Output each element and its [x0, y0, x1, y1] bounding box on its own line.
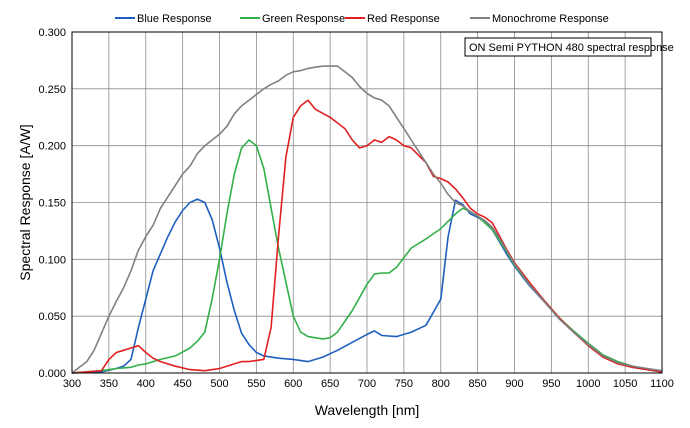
series-line-monochrome-response: [71, 65, 663, 374]
y-tick-label: 0.200: [38, 141, 66, 153]
y-tick-label: 0.000: [38, 368, 66, 380]
y-tick-label: 0.300: [38, 27, 66, 39]
x-tick-label: 1000: [576, 378, 600, 390]
series-line-red-response: [71, 99, 663, 374]
annotation-frame: [464, 37, 652, 57]
x-axis-label: Wavelength [nm]: [315, 402, 420, 418]
x-tick-label: 300: [63, 378, 81, 390]
x-tick-label: 850: [468, 378, 486, 390]
x-tick-label: 450: [173, 378, 191, 390]
annotation-text: ON Semi PYTHON 480 spectral response: [469, 42, 674, 54]
x-tick-label: 350: [100, 378, 118, 390]
legend: Blue Response Green Response Red Response M…: [115, 13, 609, 25]
y-tick-label: 0.100: [38, 254, 66, 266]
legend-label: Green Response: [262, 13, 345, 25]
y-tick-label: 0.150: [38, 198, 66, 210]
annotation-box: ON Semi PYTHON 480 spectral response: [464, 37, 674, 57]
x-tick-label: 650: [321, 378, 339, 390]
legend-label: Monochrome Response: [492, 13, 609, 25]
x-tick-label: 950: [542, 378, 560, 390]
x-tick-label: 1100: [650, 378, 674, 390]
legend-label: Red Response: [367, 13, 440, 25]
y-tick-labels: 0.000 0.050 0.100 0.150 0.200 0.250 0.300: [38, 27, 66, 380]
y-tick-label: 0.250: [38, 84, 66, 96]
x-tick-label: 750: [395, 378, 413, 390]
y-tick-label: 0.050: [38, 311, 66, 323]
x-tick-label: 1050: [613, 378, 637, 390]
series-group: [71, 65, 663, 374]
x-tick-label: 900: [505, 378, 523, 390]
x-tick-label: 700: [358, 378, 376, 390]
x-tick-label: 500: [210, 378, 228, 390]
x-tick-labels: 300 350 400 450 500 550 600 650 700 750 800 850 900 9…: [63, 378, 674, 390]
y-axis-label: Spectral Response [A/W]: [17, 124, 33, 280]
legend-label: Blue Response: [137, 13, 212, 25]
x-tick-label: 800: [432, 378, 450, 390]
plot-frame: [71, 31, 663, 374]
x-tick-label: 600: [284, 378, 302, 390]
x-tick-label: 400: [137, 378, 155, 390]
x-tick-label: 550: [247, 378, 265, 390]
